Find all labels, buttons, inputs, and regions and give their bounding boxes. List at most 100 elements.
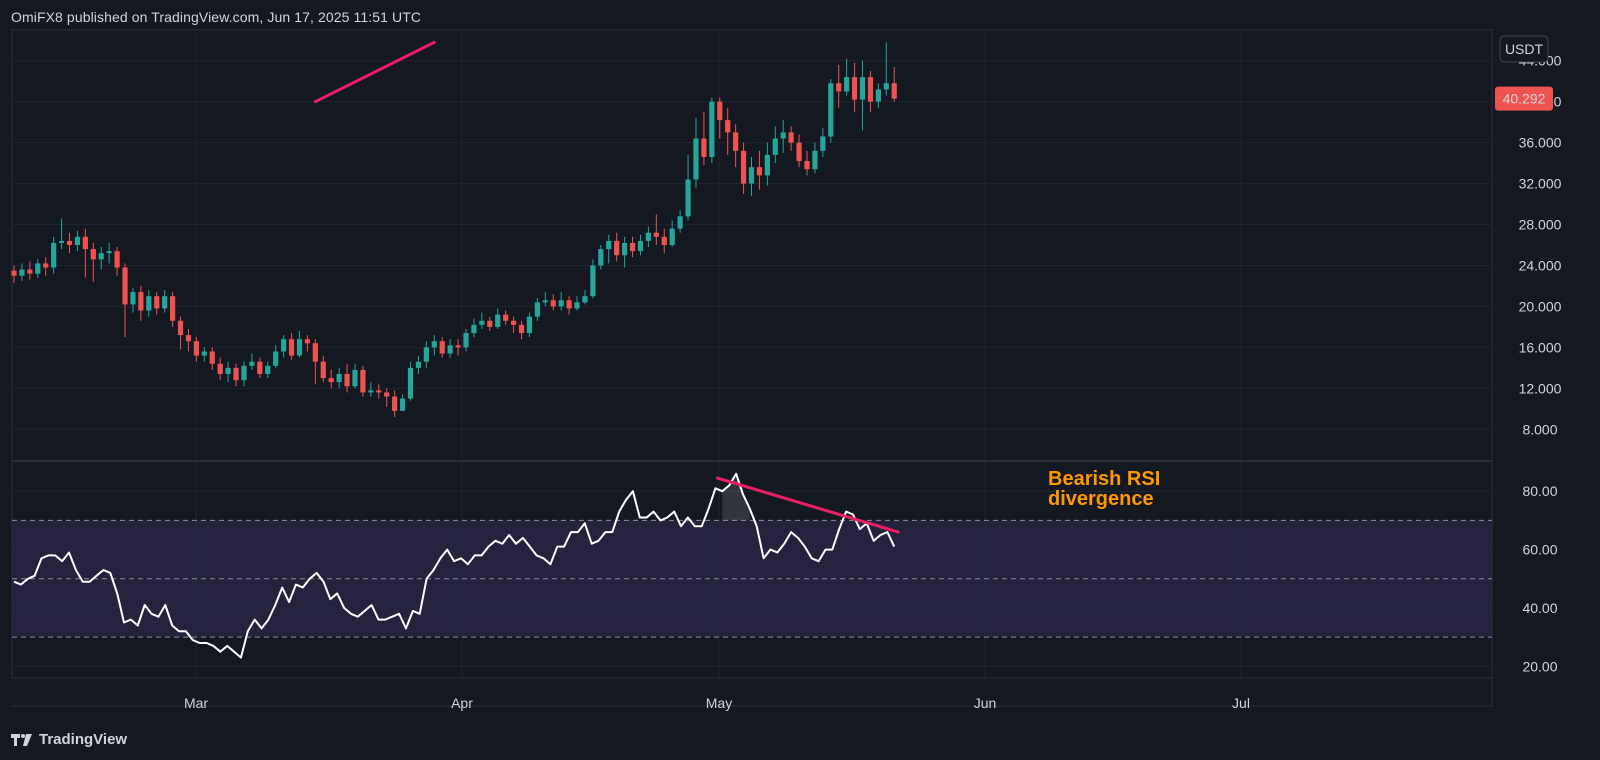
candle-body [582, 296, 588, 303]
candle-body [281, 339, 287, 352]
candle-body [146, 296, 152, 311]
candle-body [177, 320, 184, 336]
rsi-tick-label: 20.00 [1522, 658, 1557, 674]
candle-body [574, 302, 580, 309]
rsi-tick-label: 80.00 [1522, 483, 1557, 499]
candle-body [114, 251, 120, 268]
rsi-line-group [13, 472, 896, 659]
candle-body [844, 77, 850, 92]
candle-body [58, 240, 65, 243]
price-tick-label: 20.000 [1519, 298, 1562, 314]
price-trendline-line [313, 40, 436, 104]
candle-body [883, 83, 889, 90]
price-tick-label: 12.000 [1519, 380, 1562, 396]
candle-body [138, 292, 144, 311]
candle-body [622, 242, 628, 256]
candle-body [352, 369, 358, 387]
candle-body [209, 351, 215, 364]
candle-body [19, 269, 25, 276]
rsi-band [12, 519, 1492, 638]
candle-body [748, 167, 755, 184]
price-tick-label: 8.000 [1522, 421, 1557, 437]
x-tick-label: May [706, 695, 732, 711]
candle-body [360, 369, 366, 393]
price-tick-label: 24.000 [1519, 257, 1562, 273]
candle-body [804, 161, 810, 170]
x-tick-label: Jul [1232, 695, 1250, 711]
candle-body [558, 300, 564, 307]
candle-body [471, 324, 477, 334]
candle-body [677, 216, 683, 229]
candle-body [693, 138, 699, 180]
candle-body [566, 300, 572, 309]
candle-body [510, 320, 517, 325]
candle-body [130, 292, 136, 305]
candle-body [439, 341, 445, 354]
candle-body [780, 132, 786, 139]
candle-body [495, 314, 501, 327]
candle-body [717, 101, 723, 121]
candle-body [415, 361, 422, 368]
candle-body [154, 296, 160, 309]
candle-body [725, 120, 731, 133]
candle-body [733, 132, 739, 151]
candle-body [312, 343, 318, 362]
rsi-trendline [715, 476, 900, 534]
candle-body [225, 367, 231, 374]
candle-body [772, 138, 778, 155]
candle-body [875, 89, 881, 102]
candle-body [170, 296, 176, 321]
candle-body [288, 339, 295, 356]
candle-body [122, 267, 128, 305]
candle-body [376, 390, 382, 393]
candle-body [90, 249, 96, 260]
rsi-tick-label: 40.00 [1522, 600, 1557, 616]
candle-body [598, 249, 604, 266]
candle-body [66, 240, 73, 245]
candle-body [193, 341, 199, 356]
price-tick-label: 32.000 [1519, 176, 1562, 192]
candle-body [185, 335, 192, 342]
rsi-tick-label: 60.00 [1522, 542, 1557, 558]
currency-label: USDT [1505, 41, 1544, 57]
candle-body [637, 240, 644, 252]
candle-body [891, 83, 897, 99]
candle-body [336, 374, 342, 383]
candle-body [296, 339, 303, 356]
candle-body [399, 398, 406, 411]
price-trendline [313, 40, 436, 104]
price-tick-label: 36.000 [1519, 135, 1562, 151]
candles [11, 42, 897, 417]
candle-body [740, 150, 747, 184]
candle-body [828, 83, 834, 137]
candle-body [503, 314, 509, 321]
candle-body [431, 341, 437, 348]
candle-body [304, 339, 311, 344]
candle-body [653, 232, 659, 237]
candle-body [447, 345, 453, 354]
rsi-trendline-line [715, 476, 900, 534]
candle-body [43, 263, 49, 268]
candle-body [836, 83, 842, 92]
candle-body [764, 154, 770, 176]
x-tick-label: Jun [974, 695, 997, 711]
candle-body [463, 333, 469, 348]
rsi-annotation: Bearish RSI divergence [1048, 468, 1160, 510]
candle-body [812, 150, 818, 170]
candle-body [257, 361, 263, 374]
candle-body [867, 77, 874, 102]
candle-body [265, 365, 271, 374]
last-price-badge [1495, 86, 1553, 111]
candle-body [98, 253, 104, 260]
footer[interactable]: TradingView [11, 731, 127, 748]
candle-body [241, 365, 247, 381]
candle-body [455, 345, 461, 348]
last-price-label: 40.292 [1503, 91, 1546, 107]
candle-body [51, 242, 57, 268]
candle-body [423, 347, 429, 362]
rsi-line [13, 472, 896, 659]
candle-body [11, 270, 17, 276]
price-tick-label: 28.000 [1519, 217, 1562, 233]
candle-body [550, 300, 556, 307]
